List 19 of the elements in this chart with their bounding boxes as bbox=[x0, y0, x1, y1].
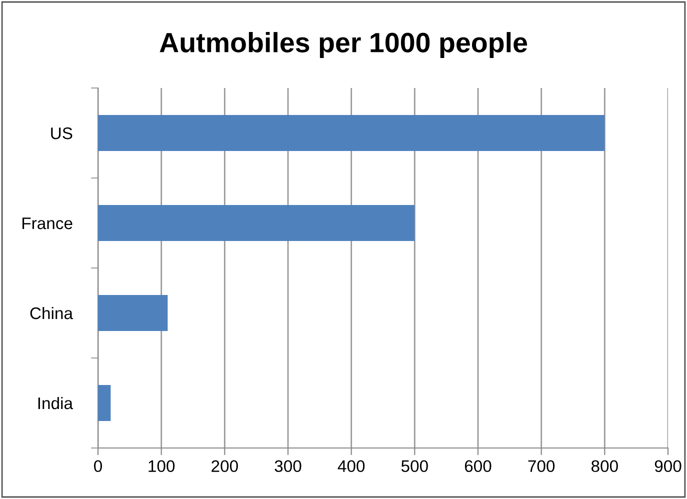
y-tick-label: France bbox=[22, 218, 72, 230]
y-tick-label: India bbox=[38, 396, 73, 410]
bar bbox=[98, 295, 168, 331]
x-tick-label: 300 bbox=[274, 460, 302, 472]
x-tick-label: 100 bbox=[148, 460, 175, 472]
x-tick-label: 600 bbox=[464, 460, 492, 472]
x-tick-label: 800 bbox=[591, 460, 618, 472]
x-tick-label: 700 bbox=[528, 460, 555, 472]
chart-title: Autmobiles per 1000 people bbox=[160, 32, 528, 58]
x-tick-label: 0 bbox=[94, 460, 102, 472]
bar bbox=[98, 385, 111, 421]
x-tick-label: 900 bbox=[654, 460, 682, 472]
x-tick-label: 500 bbox=[401, 460, 428, 472]
y-tick-label: China bbox=[30, 306, 73, 320]
x-tick-label: 200 bbox=[212, 460, 238, 472]
y-tick-label: US bbox=[51, 127, 72, 140]
bar bbox=[98, 205, 415, 241]
bar bbox=[98, 115, 605, 151]
x-tick-label: 400 bbox=[338, 460, 365, 472]
